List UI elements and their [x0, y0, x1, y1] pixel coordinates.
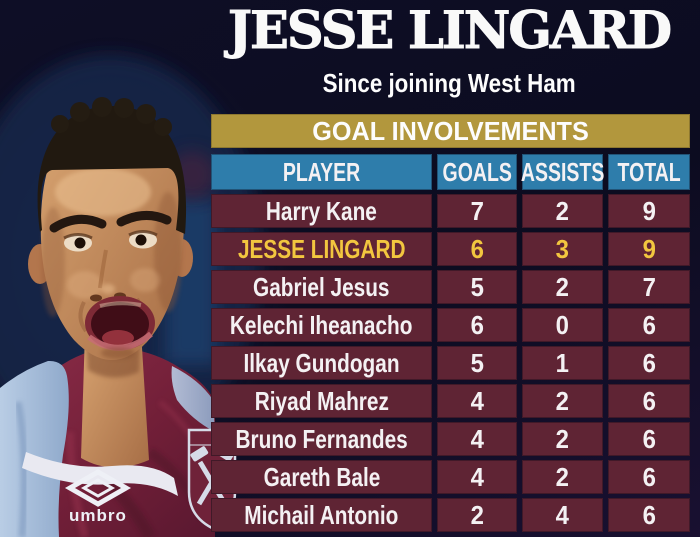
jersey-brand-text: umbro — [69, 506, 127, 525]
total-cell: 6 — [608, 308, 690, 342]
player-name-cell: Gabriel Jesus — [211, 270, 432, 304]
player-name-cell: JESSE LINGARD — [211, 232, 432, 266]
goals-cell: 4 — [437, 460, 517, 494]
table-row: Harry Kane 7 2 9 — [211, 194, 690, 228]
goals-cell: 4 — [437, 422, 517, 456]
goals-cell: 5 — [437, 270, 517, 304]
goals-cell: 6 — [437, 232, 517, 266]
table-row: Gabriel Jesus 5 2 7 — [211, 270, 690, 304]
goals-cell: 4 — [437, 384, 517, 418]
table-header-row: PLAYER GOALS ASSISTS TOTAL — [211, 154, 690, 190]
assists-cell: 2 — [522, 460, 603, 494]
table-row-highlighted: JESSE LINGARD 6 3 9 — [211, 232, 690, 266]
player-name-cell: Michail Antonio — [211, 498, 432, 532]
total-cell: 9 — [608, 232, 690, 266]
assists-cell: 3 — [522, 232, 603, 266]
right-shoulder-panel — [171, 366, 215, 432]
table-row: Kelechi Iheanacho 6 0 6 — [211, 308, 690, 342]
left-sleeve — [0, 360, 69, 537]
table-title-bar: GOAL INVOLVEMENTS — [211, 114, 690, 148]
player-name-cell: Harry Kane — [211, 194, 432, 228]
assists-cell: 0 — [522, 308, 603, 342]
hair — [37, 97, 187, 234]
goals-cell: 6 — [437, 308, 517, 342]
page-title: JESSE LINGARD — [227, 1, 672, 61]
total-cell: 6 — [608, 384, 690, 418]
umbro-logo-icon: umbro — [64, 469, 132, 525]
open-mouth — [85, 296, 155, 351]
player-name-cell: Ilkay Gundogan — [211, 346, 432, 380]
total-cell: 6 — [608, 422, 690, 456]
total-cell: 6 — [608, 346, 690, 380]
table-row: Ilkay Gundogan 5 1 6 — [211, 346, 690, 380]
column-header-goals: GOALS — [437, 154, 517, 190]
page-subtitle: Since joining West Ham — [322, 68, 576, 98]
assists-cell: 1 — [522, 346, 603, 380]
assists-cell: 4 — [522, 498, 603, 532]
column-header-total: TOTAL — [608, 154, 690, 190]
column-header-player: PLAYER — [211, 154, 432, 190]
assists-cell: 2 — [522, 422, 603, 456]
table-row: Riyad Mahrez 4 2 6 — [211, 384, 690, 418]
player-name-cell: Kelechi Iheanacho — [211, 308, 432, 342]
table-row: Gareth Bale 4 2 6 — [211, 460, 690, 494]
assists-cell: 2 — [522, 384, 603, 418]
goal-involvements-table: GOAL INVOLVEMENTS PLAYER GOALS ASSISTS T… — [211, 114, 690, 532]
goals-cell: 2 — [437, 498, 517, 532]
face-features — [49, 211, 172, 359]
player-name-cell: Gareth Bale — [211, 460, 432, 494]
player-name-cell: Riyad Mahrez — [211, 384, 432, 418]
player-name-cell: Bruno Fernandes — [211, 422, 432, 456]
player-head — [28, 97, 193, 361]
assists-cell: 2 — [522, 270, 603, 304]
total-cell: 9 — [608, 194, 690, 228]
goals-cell: 7 — [437, 194, 517, 228]
table-row: Bruno Fernandes 4 2 6 — [211, 422, 690, 456]
total-cell: 7 — [608, 270, 690, 304]
assists-cell: 2 — [522, 194, 603, 228]
total-cell: 6 — [608, 460, 690, 494]
table-row: Michail Antonio 2 4 6 — [211, 498, 690, 532]
goals-cell: 5 — [437, 346, 517, 380]
column-header-assists: ASSISTS — [521, 154, 604, 190]
total-cell: 6 — [608, 498, 690, 532]
